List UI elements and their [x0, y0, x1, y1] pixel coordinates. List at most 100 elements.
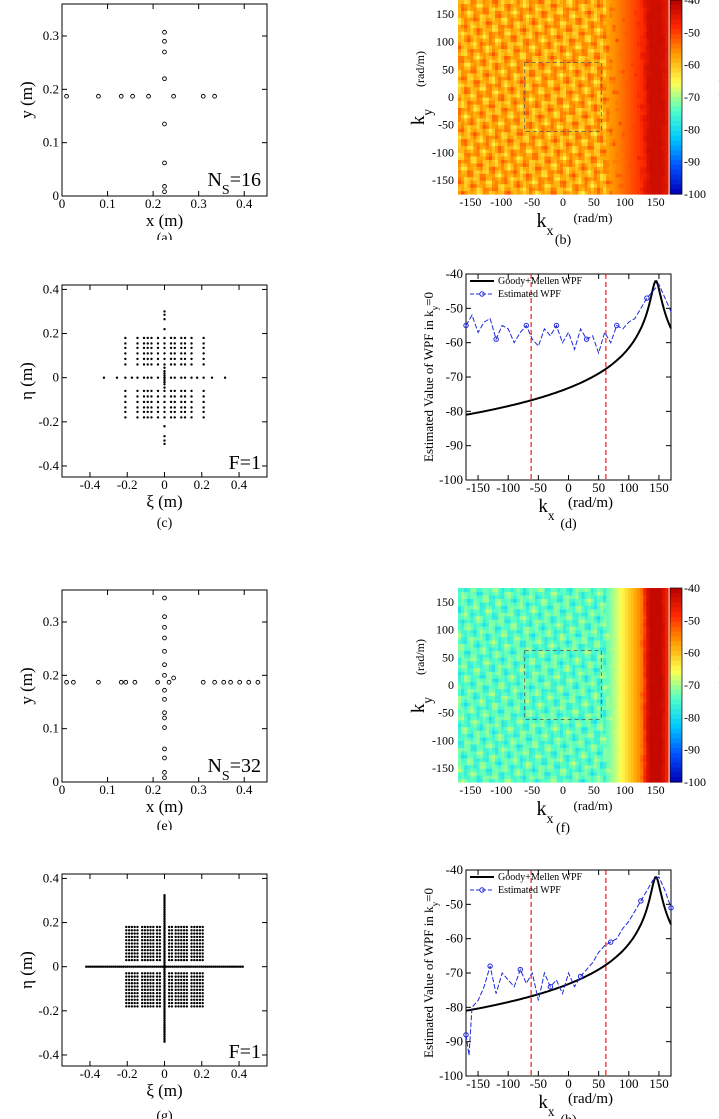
heatmap-cell	[519, 145, 524, 150]
heatmap-cell	[491, 698, 496, 703]
heatmap-cell	[513, 121, 518, 126]
heatmap-cell	[615, 51, 620, 57]
heatmap-cell	[544, 128, 549, 133]
heatmap-cell	[634, 162, 638, 167]
heatmap-cell	[621, 131, 626, 136]
heatmap-cell	[643, 176, 647, 181]
heatmap-cell	[495, 719, 499, 724]
heatmap-cell	[634, 142, 638, 147]
heatmap-cell	[618, 76, 623, 81]
y-tick-label: 150	[436, 7, 454, 21]
heatmap-cell	[556, 173, 561, 178]
heatmap-cell	[538, 55, 542, 60]
heatmap-cell	[473, 48, 478, 53]
heatmap-cell	[485, 148, 490, 154]
heatmap-cell	[513, 148, 518, 154]
heatmap-cell	[476, 20, 481, 25]
heatmap-cell	[470, 20, 475, 25]
heatmap-cell	[479, 709, 484, 714]
heatmap-cell	[479, 712, 484, 717]
heatmap-cell	[630, 76, 635, 81]
heatmap-cell	[491, 709, 496, 714]
heatmap-cell	[479, 691, 484, 696]
heatmap-cell	[522, 183, 527, 188]
heatmap-cell	[575, 10, 580, 15]
heatmap-cell	[507, 62, 512, 67]
heatmap-cell	[510, 100, 515, 105]
heatmap-cell	[575, 31, 580, 36]
heatmap-cell	[519, 176, 524, 181]
heatmap-cell	[488, 778, 493, 783]
heatmap-cell	[538, 24, 542, 29]
heatmap-cell	[553, 145, 558, 150]
heatmap-cell	[640, 100, 644, 105]
heatmap-cell	[596, 79, 601, 84]
coarray-point	[146, 336, 149, 340]
heatmap-cell	[501, 110, 505, 115]
heatmap-cell	[575, 24, 580, 29]
heatmap-cell	[482, 650, 487, 655]
heatmap-cell	[606, 38, 610, 43]
heatmap-cell	[544, 173, 549, 178]
heatmap-cell	[618, 135, 623, 140]
heatmap-cell	[461, 747, 465, 752]
heatmap-cell	[458, 41, 462, 46]
heatmap-cell	[624, 17, 629, 22]
heatmap-cell	[655, 20, 660, 25]
heatmap-cell	[479, 594, 484, 599]
heatmap-cell	[458, 176, 462, 181]
heatmap-cell	[479, 135, 484, 140]
heatmap-cell	[584, 190, 589, 195]
heatmap-cell	[609, 187, 614, 192]
heatmap-cell	[578, 173, 583, 178]
heatmap-cell	[458, 45, 462, 50]
heatmap-cell	[664, 124, 669, 129]
heatmap-cell	[541, 176, 546, 181]
heatmap-cell	[569, 169, 573, 174]
heatmap-cell	[661, 45, 666, 50]
heatmap-cell	[559, 65, 564, 70]
heatmap-cell	[603, 90, 607, 95]
heatmap-cell	[612, 45, 617, 50]
heatmap-cell	[504, 83, 509, 88]
heatmap-cell	[649, 24, 654, 29]
heatmap-cell	[470, 775, 475, 780]
heatmap-cell	[643, 155, 647, 160]
heatmap-cell	[550, 62, 555, 67]
heatmap-cell	[630, 83, 635, 88]
heatmap-cell	[609, 76, 614, 81]
heatmap-cell	[516, 3, 521, 8]
heatmap-cell	[581, 180, 586, 185]
heatmap-cell	[541, 51, 546, 57]
heatmap-cell	[498, 173, 502, 178]
heatmap-cell	[600, 6, 604, 11]
heatmap-cell	[538, 107, 542, 112]
heatmap-cell	[470, 754, 475, 759]
heatmap-cell	[547, 62, 552, 67]
heatmap-cell	[640, 180, 644, 185]
heatmap-cell	[652, 17, 657, 22]
heatmap-cell	[661, 55, 666, 60]
heatmap-cell	[470, 86, 475, 91]
heatmap-cell	[495, 3, 499, 8]
sensor-point	[162, 189, 167, 195]
heatmap-cell	[485, 688, 490, 693]
heatmap-cell	[621, 6, 626, 11]
coarray-point	[102, 376, 106, 379]
heatmap-cell	[652, 121, 657, 126]
heatmap-cell	[600, 45, 604, 50]
heatmap-cell	[482, 657, 487, 662]
heatmap-cell	[461, 736, 465, 742]
heatmap-cell	[596, 169, 601, 174]
heatmap-cell	[525, 110, 530, 115]
heatmap-cell	[627, 152, 632, 157]
heatmap-cell	[587, 176, 592, 181]
heatmap-cell	[458, 775, 462, 780]
heatmap-cell	[655, 24, 660, 29]
heatmap-cell	[470, 764, 475, 769]
heatmap-cell	[467, 20, 471, 25]
heatmap-cell	[491, 688, 496, 693]
heatmap-cell	[655, 148, 660, 154]
heatmap-cell	[569, 38, 573, 43]
heatmap-cell	[519, 187, 524, 192]
